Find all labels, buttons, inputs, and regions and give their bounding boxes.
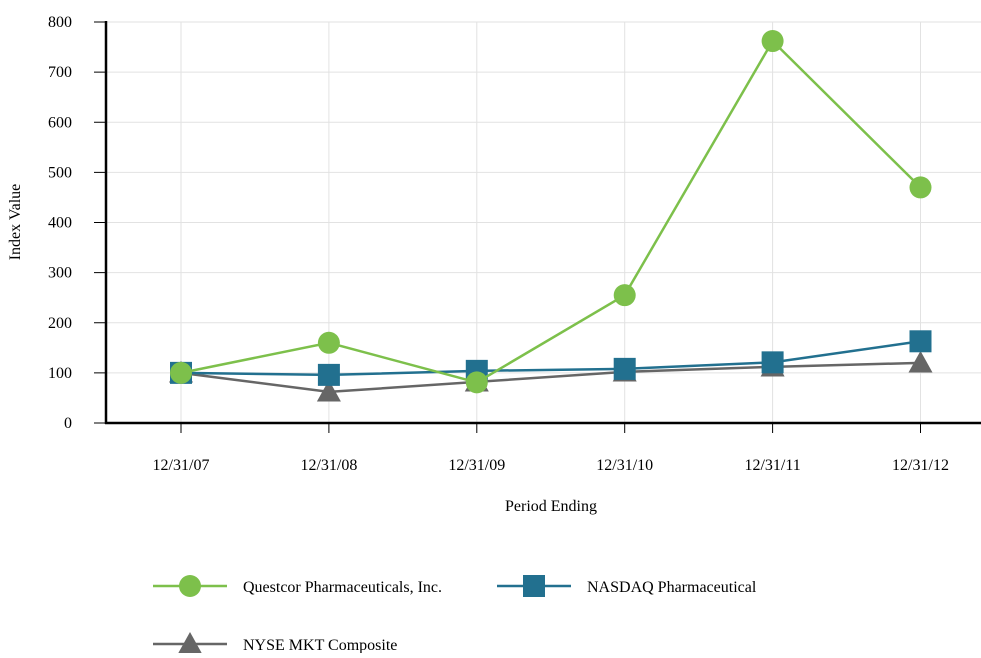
legend-item: Questcor Pharmaceuticals, Inc.	[153, 575, 442, 597]
data-point	[317, 331, 340, 354]
x-tick-label: 12/31/09	[448, 457, 505, 474]
data-point	[761, 30, 784, 53]
series-line	[180, 39, 922, 384]
y-tick-label: 200	[48, 315, 72, 332]
legend-item: NASDAQ Pharmaceutical	[497, 575, 757, 597]
legend-marker	[179, 575, 201, 597]
x-tick-label: 12/31/10	[596, 457, 653, 474]
y-tick-label: 300	[48, 265, 72, 282]
x-axis-title: Period Ending	[505, 498, 597, 515]
y-tick-label: 0	[64, 415, 72, 432]
tick-labels: 0 100 200 300 400 500 600 700 800 12/31/07 12/31/0…	[48, 14, 949, 474]
series-2	[169, 350, 933, 402]
x-tick-label: 12/31/07	[153, 457, 210, 474]
series-0	[170, 30, 932, 394]
legend-label: NASDAQ Pharmaceutical	[587, 579, 757, 596]
axes	[94, 21, 981, 433]
data-point	[316, 379, 341, 402]
gridlines	[106, 21, 981, 423]
y-tick-label: 600	[48, 114, 72, 131]
data-point	[761, 351, 784, 374]
y-tick-label: 400	[48, 215, 72, 232]
data-point	[170, 361, 192, 384]
legend-item: NYSE MKT Composite	[153, 632, 397, 654]
x-tick-label: 12/31/08	[300, 457, 357, 474]
legend-label: NYSE MKT Composite	[243, 637, 397, 653]
legend: Questcor Pharmaceuticals, Inc. NASDAQ Pha…	[153, 575, 757, 654]
data-point	[909, 176, 932, 199]
y-axis-title: Index Value	[7, 184, 24, 261]
y-tick-label: 100	[48, 365, 72, 382]
x-tick-label: 12/31/12	[892, 457, 949, 474]
legend-marker	[178, 632, 202, 654]
data-point	[465, 371, 488, 394]
data-point	[908, 350, 933, 373]
series-line	[180, 361, 921, 394]
data-point	[613, 284, 636, 307]
series	[169, 30, 933, 402]
data-point	[909, 330, 932, 353]
y-tick-label: 500	[48, 164, 72, 181]
y-tick-label: 800	[48, 14, 72, 31]
series-line	[180, 340, 921, 377]
data-point	[613, 357, 636, 380]
data-point	[317, 363, 340, 386]
y-tick-label: 700	[48, 64, 72, 81]
legend-marker	[523, 575, 545, 597]
x-tick-label: 12/31/11	[744, 457, 800, 474]
legend-label: Questcor Pharmaceuticals, Inc.	[243, 579, 442, 596]
